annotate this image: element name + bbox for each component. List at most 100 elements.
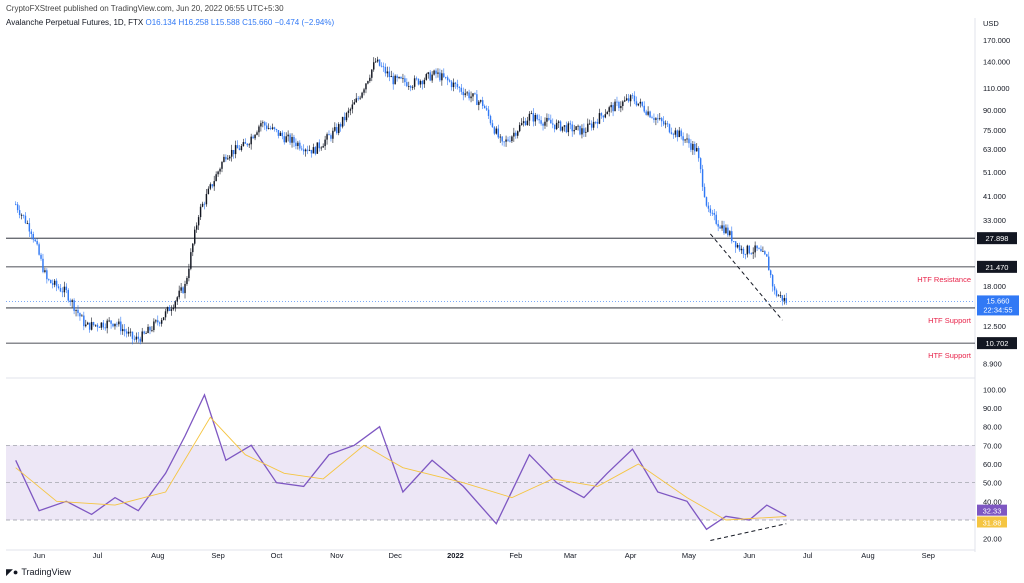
candle-body <box>256 132 258 135</box>
candle-body <box>139 338 141 342</box>
candle-body <box>688 138 690 144</box>
ohlc-open: O16.134 <box>145 18 177 27</box>
level-tag-label: 10.702 <box>986 339 1009 348</box>
price-tick-label: 63.000 <box>983 145 1006 154</box>
candle-body <box>618 101 620 109</box>
candle-body <box>655 118 657 120</box>
candle-body <box>659 118 661 120</box>
candle-body <box>487 109 490 116</box>
candle-body <box>602 115 605 118</box>
time-tick-label: Mar <box>564 551 577 560</box>
rsi-tick-label: 50.00 <box>983 479 1002 488</box>
candle-body <box>481 100 484 107</box>
candle-body <box>464 93 466 96</box>
candle-body <box>382 66 385 68</box>
candle-body <box>236 145 239 149</box>
candle-body <box>530 113 533 114</box>
price-tick-label: 8.900 <box>983 359 1002 368</box>
candle-body <box>225 156 227 160</box>
candle-body <box>232 149 235 155</box>
candle-body <box>330 135 332 139</box>
candle-body <box>555 122 558 130</box>
candle-body <box>353 102 356 105</box>
candle-body <box>452 82 455 88</box>
candle-body <box>176 297 178 302</box>
candle-body <box>79 313 81 317</box>
candle-body <box>182 287 184 294</box>
candle-body <box>337 124 340 134</box>
candle-body <box>71 300 73 303</box>
candle-body <box>678 130 680 138</box>
candle-body <box>32 234 34 240</box>
candle-body <box>766 254 768 257</box>
candle-body <box>633 95 636 102</box>
candle-body <box>736 245 739 248</box>
candle-body <box>273 127 276 130</box>
candle-body <box>643 105 645 112</box>
price-tick-label: 51.000 <box>983 168 1006 177</box>
candle-body <box>557 121 560 123</box>
candle-body <box>676 130 679 138</box>
candle-body <box>248 144 250 146</box>
candle-body <box>336 127 338 134</box>
candle-body <box>624 100 626 102</box>
candle-body <box>478 101 480 105</box>
candle-body <box>517 131 519 136</box>
candle-body <box>561 126 564 131</box>
candle-body <box>326 134 328 140</box>
candle-body <box>51 283 54 285</box>
candle-body <box>614 101 616 112</box>
candle-body <box>423 79 426 85</box>
candle-body <box>738 245 741 251</box>
candle-body <box>762 251 764 252</box>
rsi-tick-label: 40.00 <box>983 497 1002 506</box>
candle-body <box>90 322 93 330</box>
candle-body <box>53 280 56 285</box>
brand-name: TradingView <box>21 567 71 577</box>
time-tick-label: Apr <box>625 551 637 560</box>
candle-body <box>137 336 140 339</box>
candle-body <box>172 307 175 310</box>
candle-body <box>466 92 468 94</box>
ohlc-high: H16.258 <box>178 18 209 27</box>
candle-body <box>279 132 282 136</box>
candle-body <box>670 132 673 134</box>
candle-body <box>754 245 756 253</box>
level-tag-label: 27.898 <box>986 234 1009 243</box>
last-price-label: 15.660 <box>987 296 1010 305</box>
rsi-tick-label: 70.00 <box>983 441 1002 450</box>
candle-body <box>604 114 607 118</box>
candle-body <box>102 322 105 328</box>
candle-body <box>553 124 556 130</box>
candle-body <box>108 320 110 322</box>
candle-body <box>143 331 145 334</box>
candle-body <box>445 76 447 78</box>
candle-body <box>495 128 498 134</box>
candle-body <box>40 254 42 259</box>
candle-body <box>651 117 653 119</box>
candle-body <box>664 123 667 125</box>
candle-body <box>57 286 60 289</box>
candle-body <box>690 143 692 150</box>
candle-body <box>223 156 225 163</box>
candle-body <box>22 214 25 216</box>
candle-body <box>493 127 496 134</box>
rsi-value-tag <box>977 504 1007 516</box>
rsi-value-label: 31.88 <box>983 518 1002 527</box>
candle-body <box>252 136 254 139</box>
tradingview-branding[interactable]: ◤● TradingView <box>6 567 71 578</box>
candle-body <box>367 81 369 84</box>
candle-body <box>692 143 694 150</box>
candle-body <box>606 111 608 115</box>
candle-body <box>339 124 342 127</box>
candle-body <box>760 248 762 252</box>
time-tick-label: Jun <box>743 551 755 560</box>
candle-body <box>155 320 157 322</box>
candle-body <box>355 98 357 103</box>
candle-body <box>195 225 198 230</box>
candle-body <box>166 307 169 312</box>
candle-body <box>631 95 634 97</box>
candle-body <box>266 125 268 129</box>
candle-body <box>483 106 486 109</box>
